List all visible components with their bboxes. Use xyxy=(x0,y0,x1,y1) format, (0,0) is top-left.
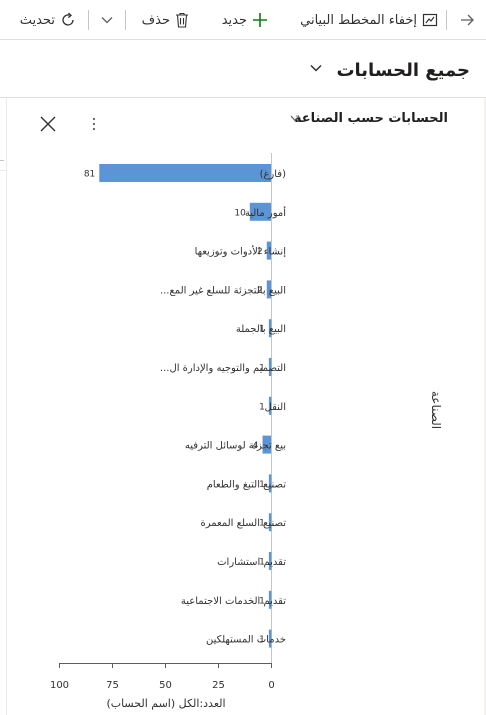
x-tick-label: 75 xyxy=(106,680,119,691)
back-button[interactable] xyxy=(452,0,482,40)
chevron-down-icon[interactable] xyxy=(310,64,322,72)
category-label: تقديم استشارات xyxy=(217,557,286,568)
category-label: بيع تجزئة لوسائل الترفيه xyxy=(185,441,286,452)
trash-icon xyxy=(175,12,189,28)
hide-chart-button[interactable]: إخفاء المخطط البياني xyxy=(288,0,438,40)
category-label: تصنيع التبغ والطعام xyxy=(207,479,286,490)
refresh-icon xyxy=(60,12,76,28)
view-header: جميع الحسابات xyxy=(0,40,486,98)
category-label: البيع بالجملة xyxy=(236,324,286,335)
view-selector[interactable]: جميع الحسابات xyxy=(336,60,470,81)
x-tick-label: 100 xyxy=(50,680,69,691)
new-button[interactable]: جديد xyxy=(212,0,268,40)
x-tick-label: 0 xyxy=(268,680,274,691)
divider xyxy=(125,10,126,30)
x-tick-label: 25 xyxy=(212,680,225,691)
divider xyxy=(88,10,89,30)
data-label: 81 xyxy=(84,170,95,180)
category-label: (فارغ) xyxy=(260,169,287,180)
new-label: جديد xyxy=(222,13,247,28)
category-label: البيع بالتجزئة للسلع غير المع... xyxy=(160,285,286,296)
category-label: خدمات المستهلكين xyxy=(206,635,286,646)
chevron-down-icon xyxy=(101,16,113,24)
delete-label: حذف xyxy=(142,13,170,28)
divider xyxy=(446,10,447,30)
category-label: إنشاء الأدوات وتوزيعها xyxy=(195,245,287,258)
command-bar: إخفاء المخطط البياني جديد حذف تحديث xyxy=(0,0,486,40)
y-axis-title: الصناعة xyxy=(429,391,443,429)
hide-chart-label: إخفاء المخطط البياني xyxy=(300,13,417,28)
category-label: أمور مالية xyxy=(245,206,286,219)
x-tick-label: 50 xyxy=(159,680,172,691)
category-label: تقديم الخدمات الاجتماعية xyxy=(181,596,286,607)
delete-button[interactable]: حذف xyxy=(137,0,189,40)
plus-icon xyxy=(252,12,268,28)
category-label: تصنيع السلع المعمرة xyxy=(200,518,286,529)
category-label: النقل xyxy=(265,402,286,413)
x-axis-title: العدد:الكل (اسم الحساب) xyxy=(106,697,225,710)
arrow-icon xyxy=(459,12,475,28)
more-commands-dropdown[interactable] xyxy=(99,0,115,40)
refresh-label: تحديث xyxy=(20,13,55,28)
chart-hide-icon xyxy=(422,12,438,28)
bar[interactable] xyxy=(99,164,271,182)
refresh-button[interactable]: تحديث xyxy=(8,0,76,40)
category-label: التصميم والتوجيه والإدارة ال... xyxy=(160,363,286,374)
